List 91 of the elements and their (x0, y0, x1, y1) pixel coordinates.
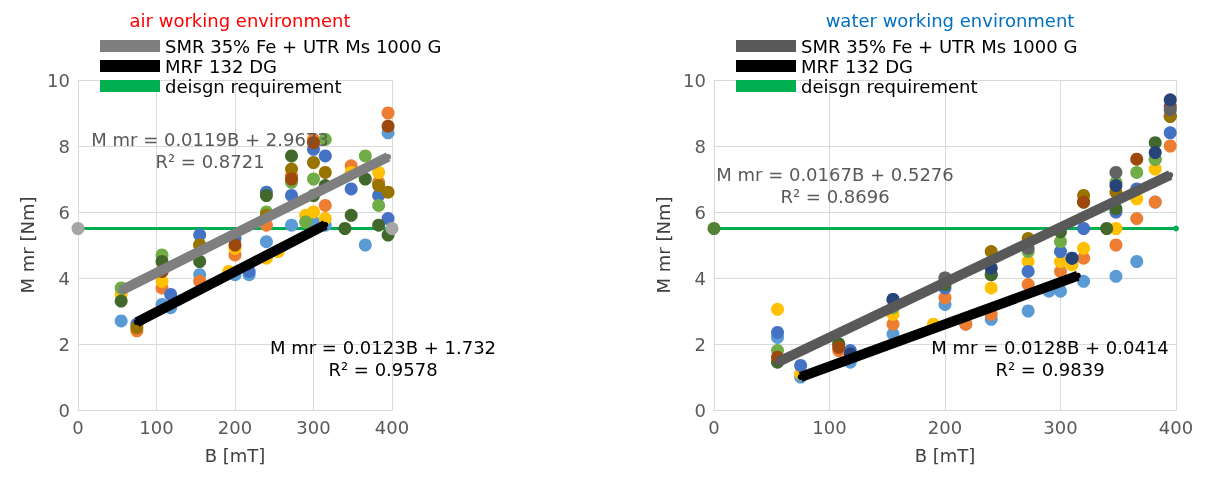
x-tick-label: 200 (927, 416, 963, 438)
point (358, 149, 372, 163)
point (1130, 165, 1144, 179)
point (1130, 212, 1144, 226)
x-tick-label: 300 (1043, 416, 1078, 438)
point (322, 221, 329, 228)
y-axis-title: M mr [Nm] (16, 196, 38, 294)
point (1100, 222, 1114, 235)
point (771, 302, 785, 316)
point (1077, 241, 1091, 255)
point (1163, 139, 1177, 153)
y-tick-label: 8 (694, 135, 706, 157)
x-axis-title: B [mT] (204, 444, 266, 466)
point (771, 325, 785, 339)
x-tick-label: 100 (812, 416, 847, 438)
point (318, 198, 332, 212)
point (1173, 225, 1179, 232)
point (259, 235, 273, 249)
annotation: M mr = 0.0128B + 0.0414 R² = 0.9839 (931, 336, 1169, 380)
x-tick-label: 400 (1158, 416, 1194, 438)
point (318, 149, 332, 163)
point (1077, 222, 1091, 235)
point (358, 172, 372, 186)
chart-title: water working environment (825, 9, 1075, 31)
point (381, 119, 395, 133)
y-tick-label: 4 (58, 267, 70, 289)
point (285, 149, 299, 163)
point (344, 182, 358, 196)
y-tick-label: 0 (694, 399, 706, 421)
point (307, 156, 320, 169)
y-tick-label: 4 (694, 267, 706, 289)
legend-label: MRF 132 DG (165, 55, 277, 77)
point (1163, 93, 1177, 107)
point (1021, 264, 1035, 278)
point (381, 106, 395, 120)
point (1130, 255, 1144, 268)
point (299, 215, 313, 229)
y-tick-label: 10 (683, 69, 706, 91)
x-tick-label: 200 (217, 416, 253, 438)
y-axis-title: M mr [Nm] (652, 196, 674, 294)
point (1109, 179, 1123, 193)
point (707, 222, 721, 235)
point (1109, 238, 1123, 252)
x-tick-label: 0 (72, 416, 84, 438)
y-tick-label: 6 (694, 201, 706, 223)
annotation: M mr = 0.0123B + 1.732 R² = 0.9578 (269, 336, 497, 380)
point (259, 189, 273, 202)
point (1021, 304, 1035, 318)
point (344, 208, 358, 222)
point (358, 238, 372, 252)
legend-label: deisgn requirement (801, 75, 978, 97)
point (984, 281, 998, 295)
point (381, 185, 395, 199)
y-tick-label: 2 (694, 333, 706, 355)
y-tick-label: 0 (58, 399, 70, 421)
point (71, 222, 85, 235)
point (114, 294, 128, 308)
point (372, 198, 386, 212)
point (372, 218, 386, 232)
point (385, 222, 399, 235)
point (1109, 165, 1123, 179)
point (372, 179, 386, 193)
legend-label: SMR 35% Fe + UTR Ms 1000 G (801, 35, 1078, 57)
x-tick-label: 400 (374, 416, 410, 438)
chart-title: air working environment (129, 9, 351, 31)
point (114, 314, 128, 328)
legend-label: deisgn requirement (165, 75, 342, 97)
legend-label: MRF 132 DG (801, 55, 913, 77)
point (1163, 126, 1177, 140)
point (318, 165, 332, 179)
legend-label: SMR 35% Fe + UTR Ms 1000 G (165, 35, 442, 57)
point (307, 172, 320, 186)
point (1077, 274, 1091, 288)
x-tick-label: 0 (708, 416, 720, 438)
point (307, 205, 320, 219)
x-axis-title: B [mT] (914, 444, 976, 466)
y-tick-label: 8 (58, 135, 70, 157)
y-tick-label: 6 (58, 201, 70, 223)
point (1109, 269, 1123, 283)
point (338, 222, 352, 235)
x-tick-label: 300 (296, 416, 331, 438)
x-tick-label: 100 (139, 416, 174, 438)
point (385, 153, 392, 160)
y-tick-label: 2 (58, 333, 70, 355)
point (1130, 152, 1144, 166)
point (794, 358, 808, 372)
annotation: M mr = 0.0167B + 0.5276 R² = 0.8696 (716, 163, 954, 207)
point (372, 165, 386, 179)
point (1148, 146, 1162, 160)
y-tick-label: 10 (47, 69, 70, 91)
point (285, 218, 299, 232)
